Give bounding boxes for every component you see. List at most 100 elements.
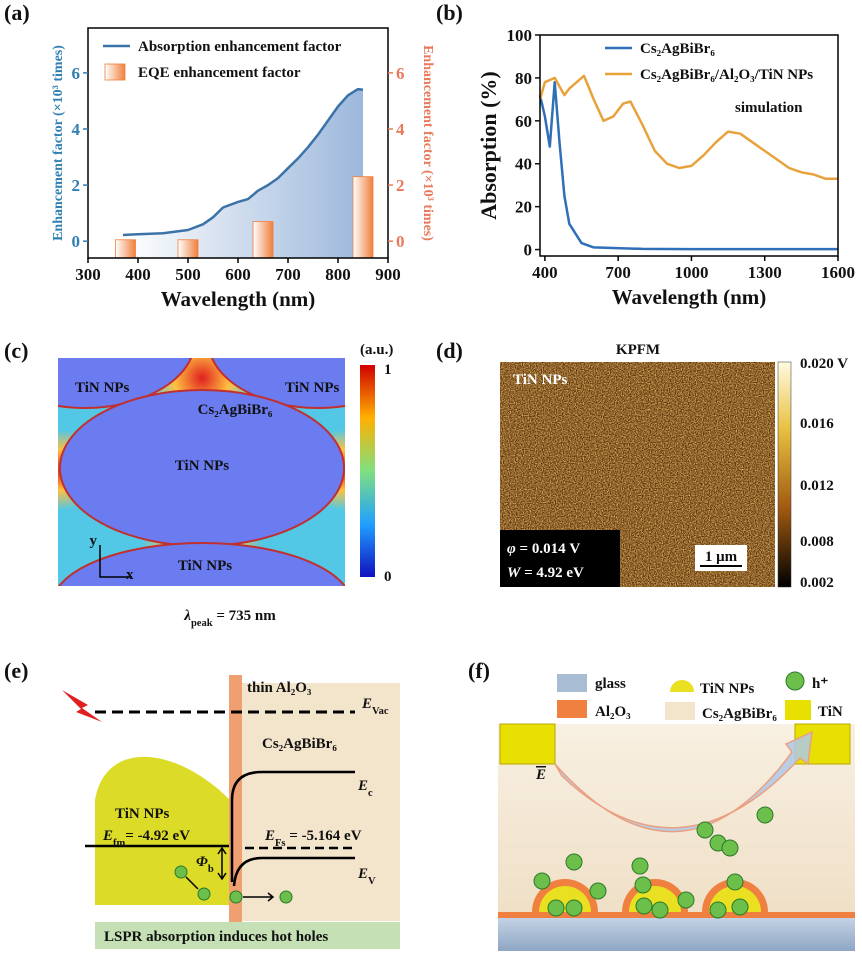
text-sub: V — [368, 876, 376, 887]
x-tick-label: 400 — [125, 265, 151, 284]
legend-label: Cs₂AgBiBr₆ — [640, 41, 715, 57]
y-tick-label: 2 — [72, 176, 81, 195]
text-rest: = 0.014 V — [516, 541, 581, 557]
region-label: TiN NPs — [513, 372, 567, 388]
y2-axis-title: Enhancement factor (×10³ times) — [420, 45, 435, 241]
bar — [253, 222, 273, 258]
x-tick-label: 500 — [175, 265, 201, 284]
y-tick-label: 4 — [72, 120, 81, 139]
y-tick-label: 100 — [507, 26, 533, 45]
panel-label: (b) — [436, 0, 463, 25]
layer-label: TiN NPs — [115, 806, 169, 822]
field-label: E — [535, 767, 546, 783]
legend-swatch — [670, 680, 694, 692]
panel-label: (d) — [436, 338, 463, 363]
text-rest: = 735 nm — [213, 608, 277, 624]
y-tick-label: 80 — [515, 69, 532, 88]
colorbar-label: 0.002 — [800, 575, 834, 591]
glass — [498, 918, 855, 951]
text-sub: c — [368, 788, 373, 799]
legend-label: TiN NPs — [700, 681, 754, 697]
chart: (a) Absorption enhancement factor EQE enha… — [4, 0, 435, 311]
text-rest: = -4.92 eV — [125, 828, 190, 844]
text-main: E — [357, 866, 368, 882]
text-sub: peak — [191, 618, 213, 629]
axis-label: x — [126, 567, 134, 583]
colorbar — [360, 365, 375, 577]
text-rest: = -5.164 eV — [286, 828, 362, 844]
layer-label: thin Al₂O₃ — [247, 680, 312, 696]
panel-label: (f) — [468, 658, 490, 683]
region-label: TiN NPs — [285, 380, 339, 396]
y-axis-title: Enhancement factor (×10³ times) — [51, 45, 66, 241]
y-tick-label: 0 — [72, 232, 81, 251]
work-function: W = 4.92 eV — [507, 565, 584, 581]
panel-label: (c) — [4, 338, 28, 363]
scale-label: 1 μm — [705, 549, 738, 565]
bar — [116, 240, 136, 258]
text-main: E — [102, 828, 113, 844]
legend-label: TiN — [818, 704, 843, 720]
line — [540, 76, 838, 179]
chart: (b)Cs₂AgBiBr₆Cs₂AgBiBr₆/Al₂O₃/TiN NPs400… — [436, 0, 855, 309]
colorbar — [778, 362, 791, 587]
image-title: KPFM — [616, 342, 660, 358]
region-label: TiN NPs — [178, 558, 232, 574]
legend-label: glass — [595, 676, 626, 692]
layer-label: Cs₂AgBiBr₆ — [262, 736, 337, 752]
x-tick-label: 1600 — [821, 263, 855, 282]
legend-swatch — [785, 700, 811, 720]
colorbar-unit: (a.u.) — [360, 342, 393, 358]
panel-e: (e) LSPR absorption induces hot holes th… — [4, 658, 400, 949]
text-main: E — [361, 696, 372, 712]
legend-label: Al₂O₃ — [595, 704, 631, 720]
legend-swatch — [786, 672, 804, 690]
x-tick-label: 900 — [375, 265, 401, 284]
x-tick-label: 1300 — [748, 263, 782, 282]
text-main: E — [357, 778, 368, 794]
bar — [178, 240, 198, 258]
legend-label: EQE enhancement factor — [138, 65, 301, 81]
y2-tick-label: 2 — [396, 176, 405, 195]
figure: (c) TiN NPs TiN NPs Cs₂AgBiBr₆ TiN NPs T… — [0, 0, 862, 951]
annotation: simulation — [735, 100, 803, 116]
colorbar-label: 0.012 — [800, 478, 834, 494]
panel-c: (c) TiN NPs TiN NPs Cs₂AgBiBr₆ TiN NPs T… — [0, 272, 428, 667]
text-rest: = 4.92 eV — [520, 565, 584, 581]
y-axis-title: Absorption (%) — [476, 71, 501, 220]
panel-label: (e) — [4, 658, 28, 683]
colorbar-tick: 0 — [384, 569, 392, 585]
text-sub: Fs — [275, 838, 286, 849]
y-tick-label: 6 — [72, 64, 81, 83]
region-label: TiN NPs — [75, 380, 129, 396]
electrode — [500, 724, 555, 764]
legend-label: Cs₂AgBiBr₆/Al₂O₃/TiN NPs — [640, 67, 813, 83]
x-tick-label: 300 — [75, 265, 101, 284]
legend-swatch — [557, 674, 587, 692]
legend-label: Absorption enhancement factor — [138, 39, 342, 55]
legend-label: Cs₂AgBiBr₆ — [702, 706, 777, 722]
x-tick-label: 400 — [532, 263, 558, 282]
y-tick-label: 60 — [515, 112, 532, 131]
colorbar-label: 0.008 — [800, 534, 834, 550]
text-main: φ — [507, 541, 516, 557]
legend-swatch — [557, 700, 587, 718]
legend-swatch — [665, 702, 695, 720]
text-sub: fm — [113, 838, 125, 849]
text-sub: b — [208, 864, 214, 875]
panel-d: (d) KPFM TiN NPs φ = 0.014 V W = 4.92 eV… — [436, 338, 848, 591]
panel-label: (a) — [4, 0, 30, 25]
text-main: E — [535, 767, 546, 783]
x-tick-label: 800 — [325, 265, 351, 284]
text-sub: Vac — [372, 706, 389, 717]
y-tick-label: 40 — [515, 155, 532, 174]
legend-swatch — [105, 64, 125, 80]
y-tick-label: 0 — [524, 241, 533, 260]
text-main: Φ — [196, 854, 208, 870]
y2-tick-label: 6 — [396, 64, 405, 83]
y2-tick-label: 4 — [396, 120, 405, 139]
region-label: Cs₂AgBiBr₆ — [198, 402, 273, 418]
panel-f: (f) glass TiN NPs h⁺ Al₂O₃ Cs₂AgBiBr₆ Ti… — [468, 658, 855, 951]
legend-label: h⁺ — [812, 676, 828, 692]
